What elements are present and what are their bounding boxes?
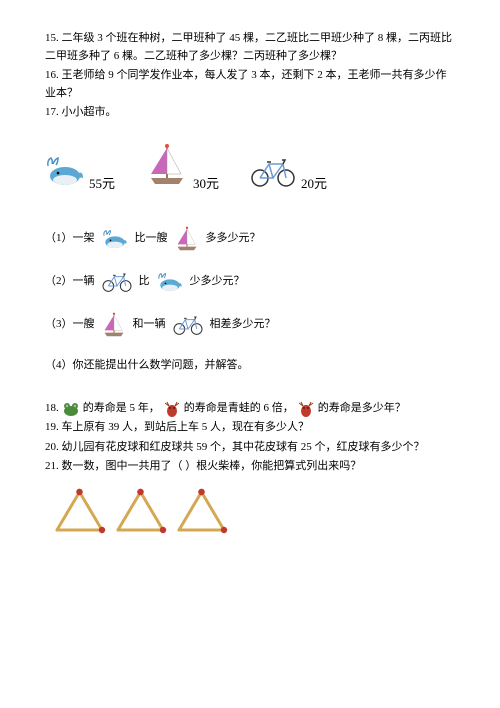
question-19: 19. 车上原有 39 人，到站后上车 5 人，现在有多少人？ [45,419,455,437]
question-20: 20. 幼儿园有花皮球和红皮球共 59 个，其中花皮球有 25 个，红皮球有多少… [45,439,455,457]
q18-text-d: 的寿命是多少年？ [318,400,406,418]
q17-2-text-c: 少多少元？ [190,273,245,291]
price-row: 55元 30元 [45,142,455,195]
question-17: 17. 小小超市。 [45,104,455,122]
q17-3-text-a: （3）一艘 [45,316,95,334]
q18-text-a: 18. [45,400,59,418]
q17-4-text: （4）你还能提出什么数学问题，并解答。 [45,357,249,375]
sailboat-icon [145,142,189,195]
q17-2-text-b: 比 [139,273,150,291]
bicycle-icon [249,156,297,195]
matchstick-figure [45,484,455,546]
question-15: 15. 二年级 3 个班在种树，二甲班种了 45 棵，二乙班比二甲班少种了 8 … [45,30,455,65]
price-sailboat: 30元 [193,174,219,195]
question-17-1: （1）一架 比一艘 多多少元？ [45,225,455,253]
question-18: 18. 的寿命是 5 年， 的寿命是青蛙的 6 倍， 的寿命是多少年？ [45,399,455,419]
whale-icon [101,228,129,250]
sailboat-icon [174,225,200,253]
price-item-sailboat: 30元 [145,142,219,195]
price-whale: 55元 [89,174,115,195]
deer-icon [162,399,182,419]
sailboat-icon [101,311,127,339]
price-item-whale: 55元 [45,154,115,195]
q17-1-text-b: 比一艘 [135,230,168,248]
price-bicycle: 20元 [301,174,327,195]
question-16: 16. 王老师给 9 个同学发作业本，每人发了 3 本，还剩下 2 本，王老师一… [45,67,455,102]
q17-2-text-a: （2）一辆 [45,273,95,291]
q18-text-b: 的寿命是 5 年， [83,400,160,418]
q18-text-c: 的寿命是青蛙的 6 倍， [184,400,294,418]
q17-3-text-c: 相差多少元？ [210,316,276,334]
question-17-3: （3）一艘 和一辆 相差多少元？ [45,311,455,339]
q17-3-text-b: 和一辆 [133,316,166,334]
bicycle-icon [172,314,204,336]
question-21: 21. 数一数，图中一共用了（ ）根火柴棒，你能把算式列出来吗？ [45,458,455,476]
deer-icon [296,399,316,419]
q17-1-text-a: （1）一架 [45,230,95,248]
price-item-bicycle: 20元 [249,156,327,195]
q17-1-text-c: 多多少元？ [206,230,261,248]
question-17-4: （4）你还能提出什么数学问题，并解答。 [45,357,455,375]
whale-icon [156,271,184,293]
bicycle-icon [101,271,133,293]
frog-icon [61,400,81,418]
question-17-2: （2）一辆 比 少多少元？ [45,271,455,293]
whale-icon [45,154,85,195]
